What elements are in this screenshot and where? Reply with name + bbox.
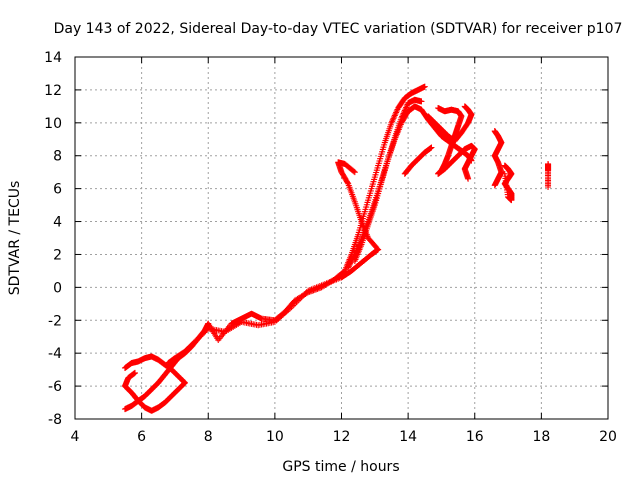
plot-frame	[74, 56, 609, 420]
data-point	[418, 98, 425, 105]
data-point	[347, 260, 354, 267]
data-point	[350, 168, 357, 175]
x-tick-label: 8	[204, 429, 213, 445]
y-tick-label: 4	[53, 215, 62, 231]
x-tick-label: 4	[71, 429, 80, 445]
y-tick-label: -2	[48, 313, 62, 329]
x-tick-label: 18	[532, 429, 550, 445]
y-tick-label: -4	[48, 346, 62, 362]
tick-labels: 4 6 8 10 12 14 16 18 20 -8 -6 -4 -2 0 2 4 6 8 10 12 14	[44, 50, 617, 445]
series-trace-h	[425, 103, 475, 144]
y-tick-label: 8	[53, 149, 62, 165]
data-point	[193, 337, 200, 344]
data-point	[461, 103, 468, 110]
y-tick-label: 6	[53, 182, 62, 198]
series-trace-k	[545, 160, 552, 190]
series-trace-e	[351, 96, 425, 265]
y-tick-label: 12	[44, 83, 62, 99]
data-point	[131, 369, 138, 376]
data-point	[198, 332, 205, 339]
series-trace-g	[435, 105, 478, 182]
series-trace-c	[165, 159, 382, 367]
data-point	[202, 328, 209, 335]
data-point	[465, 175, 472, 182]
y-tick-label: 2	[53, 247, 62, 263]
y-axis-label: SDTVAR / TECUs	[7, 181, 23, 296]
data-point	[351, 169, 358, 176]
data-point	[428, 144, 435, 151]
y-tick-label: -8	[48, 412, 62, 428]
data-point	[347, 259, 354, 266]
y-tick-label: -6	[48, 379, 62, 395]
y-tick-label: 10	[44, 116, 62, 132]
x-tick-label: 20	[599, 429, 617, 445]
series-trace-b	[121, 353, 188, 414]
data-point	[195, 334, 202, 341]
series-trace-i	[491, 128, 505, 189]
grid-lines	[74, 56, 609, 420]
y-tick-label: 0	[53, 280, 62, 296]
data-point	[345, 264, 352, 271]
x-tick-label: 16	[466, 429, 484, 445]
data-point	[203, 326, 210, 333]
data-point	[199, 330, 206, 337]
data-point	[194, 336, 201, 343]
data-marks	[121, 83, 552, 414]
x-tick-label: 12	[333, 429, 351, 445]
data-point	[545, 183, 552, 190]
data-point	[345, 263, 352, 270]
data-point	[421, 83, 428, 90]
x-tick-label: 10	[266, 429, 284, 445]
data-point	[501, 170, 508, 177]
data-point	[346, 261, 353, 268]
x-axis-label: GPS time / hours	[282, 459, 399, 475]
chart-title: Day 143 of 2022, Sidereal Day-to-day VTE…	[54, 21, 623, 37]
x-tick-label: 14	[399, 429, 417, 445]
x-tick-label: 6	[137, 429, 146, 445]
data-point	[201, 329, 208, 336]
series-trace-j	[501, 162, 515, 204]
data-point	[491, 182, 498, 189]
series-trace-f	[401, 144, 435, 177]
data-point	[197, 333, 204, 340]
data-point	[191, 338, 198, 345]
y-tick-label: 14	[44, 50, 62, 66]
